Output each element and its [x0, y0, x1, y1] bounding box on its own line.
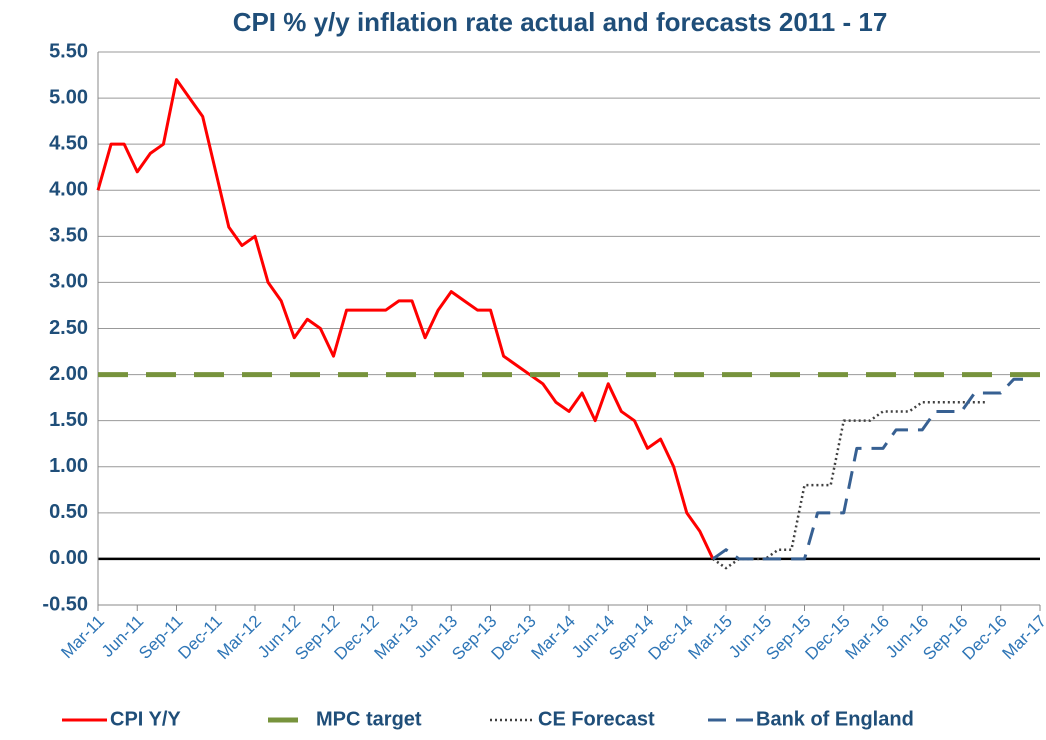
x-tick-label: Dec-12 [331, 612, 383, 664]
x-tick-label: Dec-15 [802, 612, 854, 664]
series-line [712, 400, 988, 570]
y-tick-label: 0.50 [49, 501, 88, 523]
x-tick-label: Mar-14 [527, 612, 579, 664]
y-tick-label: 3.00 [49, 271, 88, 293]
y-tick-label: 1.50 [49, 409, 88, 431]
chart-title: CPI % y/y inflation rate actual and fore… [233, 7, 888, 37]
legend-item: CPI Y/Y [62, 708, 181, 730]
x-tick-label: Mar-12 [213, 612, 265, 664]
legend-label: CPI Y/Y [110, 708, 181, 730]
x-tick-label: Mar-15 [684, 612, 736, 664]
x-tick-label: Mar-16 [841, 612, 893, 664]
x-tick-label: Mar-11 [57, 612, 108, 663]
legend-label: MPC target [316, 708, 422, 730]
legend-label: Bank of England [756, 708, 914, 730]
legend-item: Bank of England [708, 708, 914, 730]
legend-item: MPC target [268, 708, 422, 730]
y-tick-label: 2.00 [49, 363, 88, 385]
y-tick-label: 0.00 [49, 547, 88, 569]
y-tick-label: 1.00 [49, 455, 88, 477]
y-tick-label: 4.50 [49, 132, 88, 154]
x-tick-label: Mar-13 [370, 612, 422, 664]
y-tick-label: 3.50 [49, 225, 88, 247]
x-tick-label: Dec-14 [645, 612, 697, 664]
x-tick-label: Sep-11 [135, 612, 186, 663]
x-tick-label: Mar-17 [998, 612, 1046, 664]
y-tick-label: -0.50 [42, 593, 88, 615]
y-tick-label: 4.00 [49, 179, 88, 201]
y-tick-label: 2.50 [49, 317, 88, 339]
x-tick-label: Dec-13 [488, 612, 540, 664]
y-tick-label: 5.50 [49, 40, 88, 62]
x-tick-label: Dec-16 [959, 612, 1011, 664]
y-tick-label: 5.00 [49, 86, 88, 108]
series-line [712, 377, 1027, 561]
legend-item: CE Forecast [490, 708, 655, 730]
series-line [96, 78, 715, 560]
legend-label: CE Forecast [538, 708, 655, 730]
